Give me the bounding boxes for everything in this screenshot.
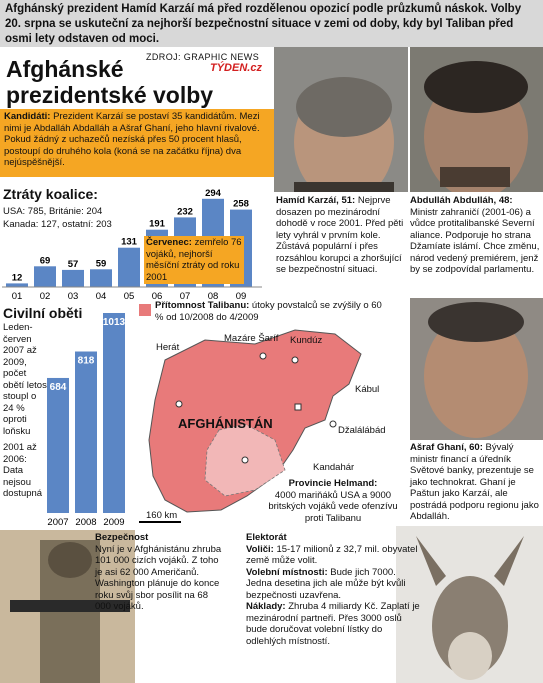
loss-bar	[62, 269, 84, 287]
cost-text: Zhruba 4 miliardy Kč. Zaplatí je mezinár…	[246, 601, 420, 647]
loss-value-label: 131	[121, 237, 138, 248]
loss-value-label: 294	[205, 188, 222, 199]
intro-text: Afghánský prezident Hamíd Karzáí má před…	[0, 0, 543, 47]
loss-year-label: 03	[68, 291, 79, 302]
loss-value-label: 12	[12, 272, 23, 283]
city-kunduz: Kundúz	[290, 335, 323, 346]
country-shape	[148, 329, 362, 513]
loss-year-label: 06	[152, 291, 163, 302]
abdullah-photo	[410, 47, 543, 192]
loss-value-label: 69	[40, 255, 51, 266]
loss-bar	[90, 269, 112, 287]
helmand-label: Provincie Helmand:	[288, 478, 378, 489]
country-label: AFGHÁNISTÁN	[178, 416, 273, 431]
city-kandahar: Kandahár	[313, 462, 355, 473]
civil-year-label: 2008	[75, 517, 96, 527]
rooms-text: Bude jich 7000. Jedna desetina jich ale …	[246, 566, 406, 601]
ghani-photo	[410, 298, 543, 440]
title-line-2: prezidentské volby	[6, 82, 214, 108]
july-text: zemřelo 76 vojáků, nejhorší měsíční ztrá…	[146, 237, 242, 283]
city-jalalabad: Džalálábád	[338, 425, 386, 436]
ghani-text: Bývalý ministr financí a úředník Světové…	[410, 442, 539, 522]
soldier-photo	[0, 530, 135, 683]
city-dot-kunduz	[291, 356, 299, 364]
abdullah-name: Abdulláh Abdulláh, 48:	[410, 195, 513, 206]
abdullah-caption: Abdulláh Abdulláh, 48: Ministr zahraničí…	[410, 195, 543, 276]
legend-label: Přítomnost Talibanu:	[155, 300, 250, 311]
legend-text: útoky povstalců se zvýšily o 60 % od 10/…	[155, 300, 382, 323]
donkey-photo	[396, 526, 543, 683]
civil-value-label: 818	[78, 355, 95, 366]
losses-title: Ztráty koalice:	[3, 186, 98, 202]
loss-year-label: 02	[40, 291, 51, 302]
loss-year-label: 08	[208, 291, 219, 302]
loss-value-label: 59	[96, 258, 107, 269]
civil-text-2: 2001 až 2006: Data nejsou dostupná	[3, 442, 43, 499]
karzai-photo	[274, 47, 408, 192]
page-title: Afghánské prezidentské volby	[6, 56, 213, 108]
july-callout: Červenec: zemřelo 76 vojáků, nejhorší mě…	[144, 236, 244, 284]
loss-year-label: 07	[180, 291, 191, 302]
loss-bar	[34, 266, 56, 287]
karzai-caption: Hamíd Karzáí, 51: Nejprve dosazen po mez…	[276, 195, 406, 276]
civil-value-label: 684	[50, 382, 67, 393]
civil-chart: 684 2007 818 2008 1013 2009	[47, 313, 126, 527]
candidates-box: Kandidáti: Prezident Karzáí se postaví 3…	[0, 109, 276, 177]
city-herat: Herát	[156, 342, 180, 353]
loss-year-label: 05	[124, 291, 135, 302]
loss-value-label: 258	[233, 199, 249, 210]
map-legend: Přítomnost Talibanu: útoky povstalců se …	[155, 300, 385, 323]
city-dot-kabul	[294, 403, 302, 411]
karzai-text: Nejprve dosazen po mezinárodní dohodě v …	[276, 195, 404, 275]
loss-year-label: 09	[236, 291, 247, 302]
losses-line-1: USA: 785, Británie: 204	[3, 206, 103, 217]
july-label: Červenec:	[146, 237, 192, 248]
security-text: Nyní je v Afghánistánu zhruba 101 000 ci…	[95, 543, 222, 613]
voters-text: 15-17 milionů z 32,7 mil. obyvatel země …	[246, 543, 418, 567]
civil-year-label: 2007	[47, 517, 68, 527]
civil-bar	[103, 313, 125, 513]
loss-year-label: 04	[96, 291, 107, 302]
election-title: Elektorát	[246, 532, 287, 543]
karzai-name: Hamíd Karzáí, 51:	[276, 195, 356, 206]
rooms-label: Volební místnosti:	[246, 566, 328, 578]
civil-value-label: 1013	[103, 317, 126, 328]
loss-bar	[118, 247, 140, 287]
candidates-label: Kandidáti:	[4, 111, 51, 122]
loss-value-label: 232	[177, 206, 193, 217]
loss-value-label: 191	[149, 219, 166, 230]
losses-line-2: Kanada: 127, ostatní: 203	[3, 219, 112, 230]
ghani-name: Ašraf Ghaní, 60:	[410, 442, 483, 453]
loss-value-label: 57	[68, 259, 79, 270]
civil-title: Civilní oběti	[3, 305, 83, 321]
candidates-text: Prezident Karzáí se postaví 35 kandidátů…	[4, 111, 260, 168]
abdullah-text: Ministr zahraničí (2001-06) a vůdce prot…	[410, 206, 540, 276]
voters-label: Voliči:	[246, 543, 274, 555]
afghanistan-map	[139, 304, 362, 523]
city-dot-kandahar	[241, 456, 249, 464]
civil-bar	[75, 351, 97, 513]
city-kabul: Kábul	[355, 384, 380, 395]
city-mazar: Mazáre Šaríf	[224, 333, 279, 344]
election-block: Elektorát Voliči: 15-17 milionů z 32,7 m…	[246, 532, 421, 647]
source-label: ZDROJ: GRAPHIC NEWS	[146, 52, 260, 62]
loss-bar	[6, 283, 28, 287]
taliban-legend-swatch	[139, 304, 151, 316]
helmand-text: 4000 mariňáků USA a 9000 britských voják…	[268, 489, 398, 524]
scale-label: 160 km	[146, 510, 178, 521]
helmand-box: Provincie Helmand: 4000 mariňáků USA a 90…	[258, 478, 408, 524]
ghani-caption: Ašraf Ghaní, 60: Bývalý ministr financí …	[410, 442, 543, 523]
loss-year-label: 01	[12, 291, 23, 302]
security-block: Bezpečnost Nyní je v Afghánistánu zhruba…	[95, 532, 225, 613]
civil-text-1: Leden-červen 2007 až 2009, počet obětí l…	[3, 322, 47, 437]
security-title: Bezpečnost	[95, 532, 149, 543]
civil-bar	[47, 377, 69, 513]
title-line-1: Afghánské	[6, 56, 124, 82]
city-dot-herat	[175, 400, 183, 408]
city-dot-mazar	[259, 352, 267, 360]
cost-label: Náklady:	[246, 601, 286, 612]
civil-year-label: 2009	[103, 517, 124, 527]
tyden-logo: TÝDEN.cz	[210, 62, 262, 74]
city-dot-jalalabad	[329, 420, 337, 428]
